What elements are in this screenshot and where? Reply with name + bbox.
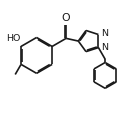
Text: O: O: [62, 13, 70, 23]
Text: HO: HO: [6, 34, 20, 43]
Text: N: N: [101, 29, 108, 38]
Text: N: N: [101, 43, 108, 53]
